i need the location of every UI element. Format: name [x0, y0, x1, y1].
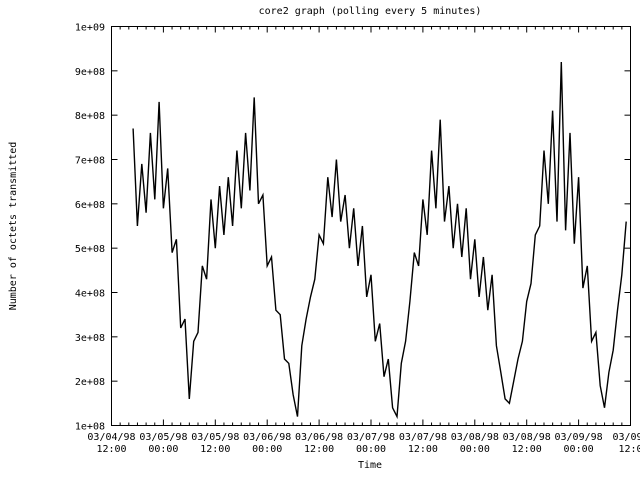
x-tick-label-date: 03/08/98	[503, 432, 551, 443]
y-tick-label: 1e+09	[75, 23, 105, 34]
x-tick-label-date: 03/07/98	[347, 432, 395, 443]
y-tick-label: 2e+08	[75, 377, 105, 388]
y-tick-label: 3e+08	[75, 333, 105, 344]
y-tick-label: 7e+08	[75, 156, 105, 167]
x-tick-label-date: 03/04/98	[87, 432, 135, 443]
y-tick-label: 8e+08	[75, 111, 105, 122]
y-tick-label: 9e+08	[75, 67, 105, 78]
x-tick-label-time: 12:00	[96, 444, 126, 455]
x-tick-label-time: 00:00	[564, 444, 594, 455]
x-tick-label-date: 03/06/98	[295, 432, 343, 443]
x-tick-label-time: 00:00	[148, 444, 178, 455]
x-tick-label-date: 03/07/98	[399, 432, 447, 443]
x-tick-label-date: 03/06/98	[243, 432, 291, 443]
x-tick-label-date: 03/08/98	[451, 432, 499, 443]
x-axis-label: Time	[358, 460, 382, 471]
plot-frame	[111, 26, 631, 426]
x-tick-label-date: 03/05/98	[139, 432, 187, 443]
y-axis-ticks: 1e+08 2e+08 3e+08 4e+08 5e+08 6e+08 7e+08 8e+08…	[75, 23, 631, 433]
x-axis-ticks: 03/04/9812:0003/05/9800:0003/05/9812:000…	[87, 26, 640, 455]
x-tick-label-date: 03/05/98	[191, 432, 239, 443]
x-tick-label-time: 12:0	[618, 444, 640, 455]
series-line-core2	[132, 61, 627, 420]
y-tick-label: 1e+08	[75, 422, 105, 433]
x-tick-label-time: 00:00	[252, 444, 282, 455]
x-tick-label-time: 12:00	[512, 444, 542, 455]
x-tick-label-time: 00:00	[356, 444, 386, 455]
y-tick-label: 5e+08	[75, 244, 105, 255]
x-tick-label-time: 12:00	[408, 444, 438, 455]
x-tick-label-date: 03/09/	[612, 432, 640, 443]
y-tick-label: 6e+08	[75, 200, 105, 211]
y-tick-label: 4e+08	[75, 289, 105, 300]
x-tick-label-time: 12:00	[200, 444, 230, 455]
y-axis-label: Number of octets transmitted	[8, 142, 19, 311]
x-tick-label-date: 03/09/98	[555, 432, 603, 443]
x-tick-label-time: 12:00	[304, 444, 334, 455]
x-tick-label-time: 00:00	[460, 444, 490, 455]
chart-title: core2 graph (polling every 5 minutes)	[259, 6, 482, 17]
